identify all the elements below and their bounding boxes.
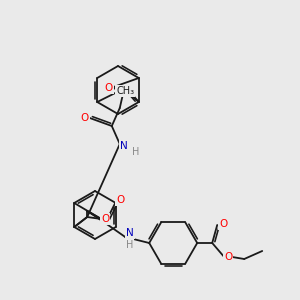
Text: CH₃: CH₃ (116, 86, 134, 96)
Text: N: N (126, 228, 134, 238)
Text: H: H (132, 147, 140, 157)
Text: H: H (125, 240, 133, 250)
Text: O: O (116, 195, 124, 205)
Text: O: O (224, 252, 232, 262)
Text: O: O (219, 219, 227, 229)
Text: O: O (101, 214, 109, 224)
Text: O: O (81, 113, 89, 123)
Text: O: O (105, 83, 113, 93)
Text: N: N (120, 141, 128, 151)
